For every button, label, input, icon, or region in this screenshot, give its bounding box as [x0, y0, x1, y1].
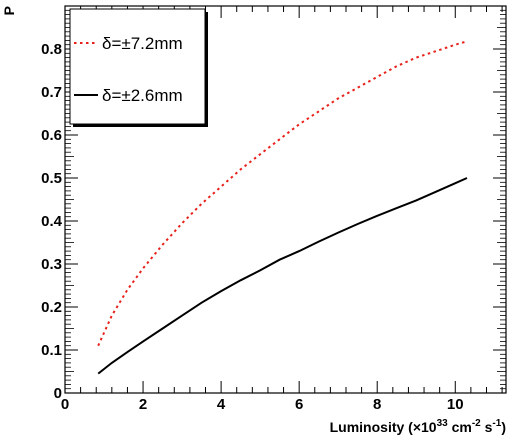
x-axis-title-exp3: -1: [492, 418, 501, 429]
series-line-0: [97, 40, 468, 347]
y-tick-label: 0.4: [41, 213, 63, 230]
legend-box: [69, 8, 206, 125]
x-axis-title-mid2: s: [481, 419, 493, 435]
x-tick-label: 2: [139, 396, 147, 413]
x-axis-title: Luminosity (×1033 cm-2 s-1): [330, 418, 506, 435]
y-tick-label: 0.6: [41, 127, 62, 144]
y-tick-label: 0.8: [41, 41, 62, 58]
x-axis-title-end: ): [501, 419, 506, 435]
y-tick-label: 0: [54, 385, 62, 402]
series-line-1: [97, 177, 468, 375]
x-tick-label: 6: [295, 396, 303, 413]
y-tick-label: 0.5: [41, 170, 62, 187]
x-axis-title-base: Luminosity (×10: [330, 419, 437, 435]
y-tick-label: 0.3: [41, 256, 62, 273]
x-tick-label: 10: [447, 396, 464, 413]
x-axis-title-exp2: -2: [472, 418, 481, 429]
x-tick-label: 0: [61, 396, 69, 413]
legend-label-0: δ=±7.2mm: [102, 34, 183, 53]
y-tick-label: 0.1: [41, 342, 62, 359]
x-tick-label: 8: [373, 396, 381, 413]
legend-label-1: δ=±2.6mm: [102, 86, 183, 105]
y-tick-label: 0.2: [41, 299, 62, 316]
x-axis-title-exp1: 33: [437, 418, 449, 429]
y-tick-label: 0.7: [41, 84, 62, 101]
x-tick-label: 4: [217, 396, 226, 413]
x-axis-title-mid1: cm: [448, 419, 472, 435]
y-axis-title: P: [1, 6, 17, 15]
